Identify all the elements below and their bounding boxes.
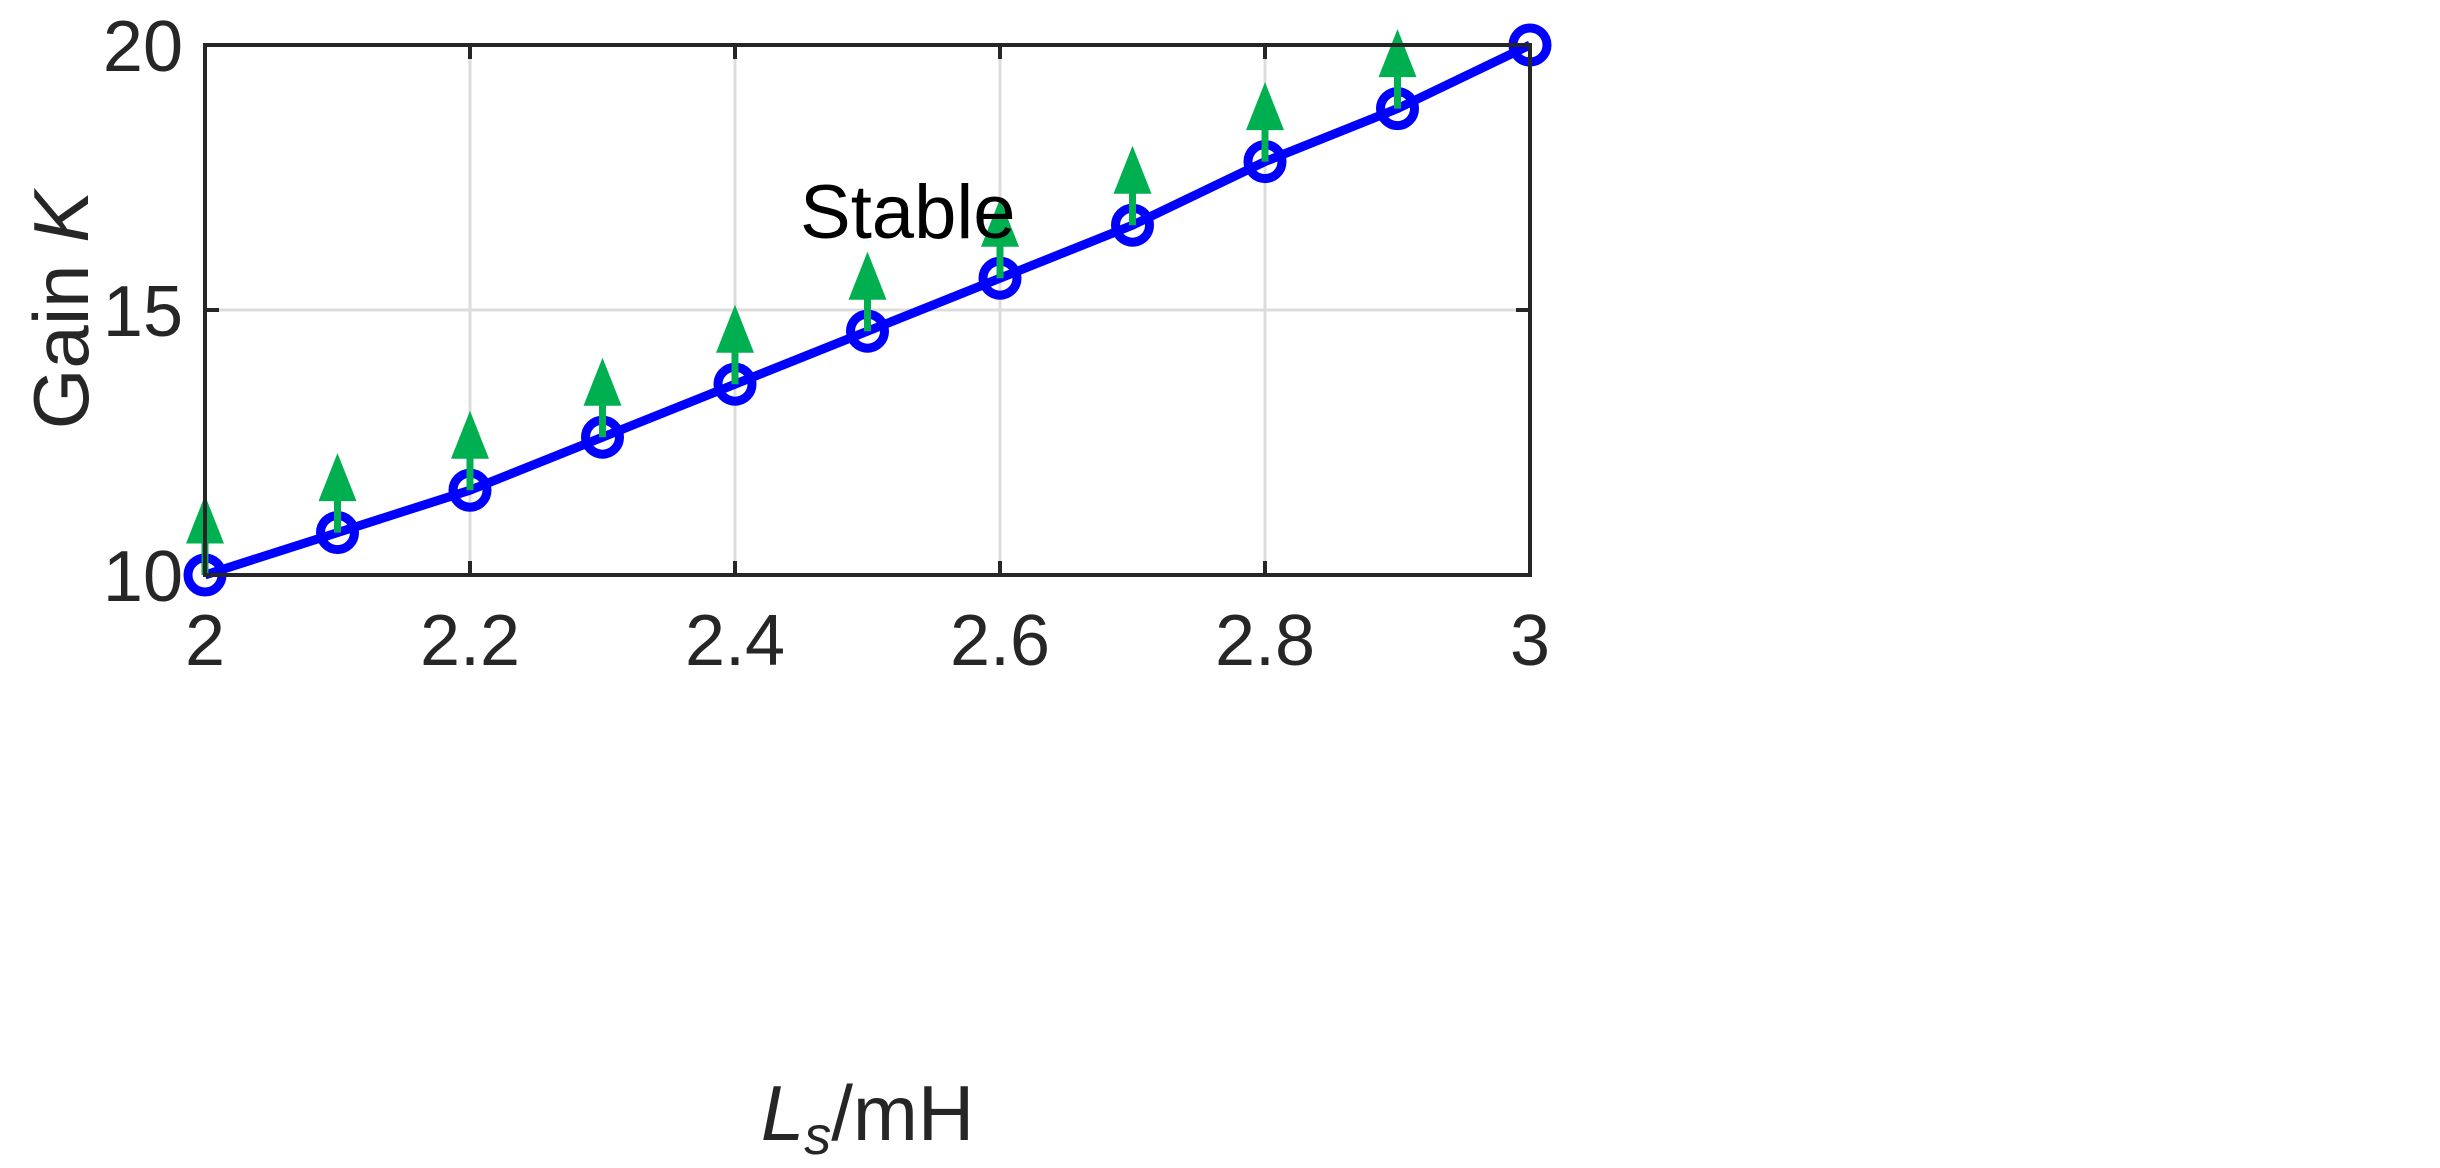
x-tick-label: 3 [1510, 601, 1550, 681]
arrow-head [451, 410, 489, 459]
x-axis-label-main: L [761, 1069, 804, 1157]
arrow-head [1246, 82, 1284, 131]
arrow-head [981, 198, 1019, 247]
arrow-head [848, 251, 887, 300]
y-axis-label-text: Gain [17, 243, 105, 429]
x-tick-label: 2.4 [685, 601, 785, 681]
arrow-head [1113, 145, 1152, 194]
x-axis-label-sub: s [804, 1106, 831, 1166]
arrow-head [716, 304, 754, 353]
x-tick-label: 2 [185, 601, 225, 681]
x-tick-label: 2.2 [420, 601, 520, 681]
x-axis-label-unit: /mH [831, 1069, 974, 1157]
arrow-head [583, 357, 622, 406]
x-axis-label: Ls/mH [761, 1069, 974, 1166]
x-tick-label: 2.8 [1215, 601, 1315, 681]
y-tick-label: 10 [103, 537, 183, 617]
x-tick-label: 2.6 [950, 601, 1050, 681]
y-tick-label: 15 [103, 272, 183, 352]
tick-layer [203, 43, 1532, 577]
y-axis-label-var: K [17, 188, 105, 243]
arrow-head [1378, 29, 1417, 78]
y-tick-label: 20 [103, 7, 183, 87]
arrow-head [318, 453, 357, 502]
arrow-layer [186, 29, 1417, 575]
tick-label-layer: 2 2.2 2.4 2.6 2.8 3 10 15 20 [103, 7, 1550, 681]
y-axis-label: Gain K [17, 188, 105, 429]
stable-annotation: Stable [800, 170, 1016, 255]
